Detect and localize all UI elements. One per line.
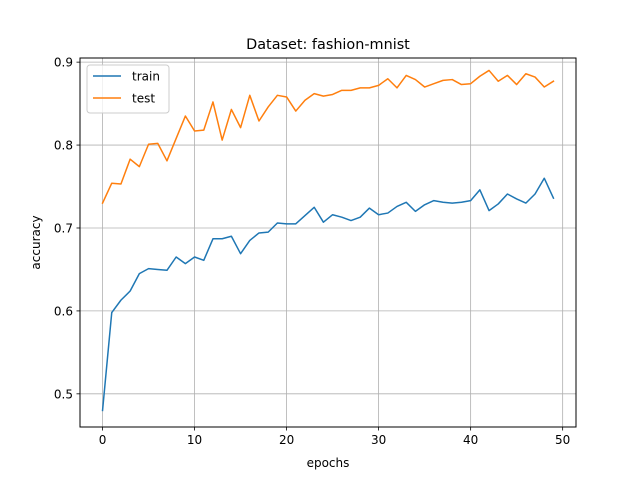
series-line-test bbox=[101, 69, 555, 205]
x-tick-label: 10 bbox=[187, 433, 202, 447]
y-axis-label: accuracy bbox=[29, 215, 43, 269]
y-tick-label: 0.7 bbox=[54, 221, 73, 235]
y-tick-label: 0.9 bbox=[54, 56, 73, 70]
series-line-train bbox=[101, 177, 555, 412]
plot-frame bbox=[79, 57, 577, 428]
legend-label-test: test bbox=[132, 92, 155, 106]
legend-box bbox=[86, 64, 170, 114]
x-tick-label: 50 bbox=[555, 433, 570, 447]
legend-label-train: train bbox=[132, 70, 160, 84]
x-tick-label: 0 bbox=[99, 433, 107, 447]
y-axis-ticks: 0.5 0.6 0.7 0.8 0.9 bbox=[54, 56, 80, 401]
y-tick-label: 0.6 bbox=[54, 304, 73, 318]
y-tick-label: 0.8 bbox=[54, 139, 73, 153]
chart-title: Dataset: fashion-mnist bbox=[246, 37, 410, 53]
x-tick-label: 30 bbox=[371, 433, 386, 447]
y-tick-label: 0.5 bbox=[54, 387, 73, 401]
grid-lines bbox=[80, 58, 576, 427]
series-layer bbox=[101, 69, 555, 412]
x-axis-label: epochs bbox=[307, 456, 350, 470]
legend: train test bbox=[86, 64, 170, 114]
x-tick-label: 40 bbox=[463, 433, 478, 447]
x-tick-label: 20 bbox=[279, 433, 294, 447]
x-axis-ticks: 0 10 20 30 40 50 bbox=[99, 427, 570, 447]
